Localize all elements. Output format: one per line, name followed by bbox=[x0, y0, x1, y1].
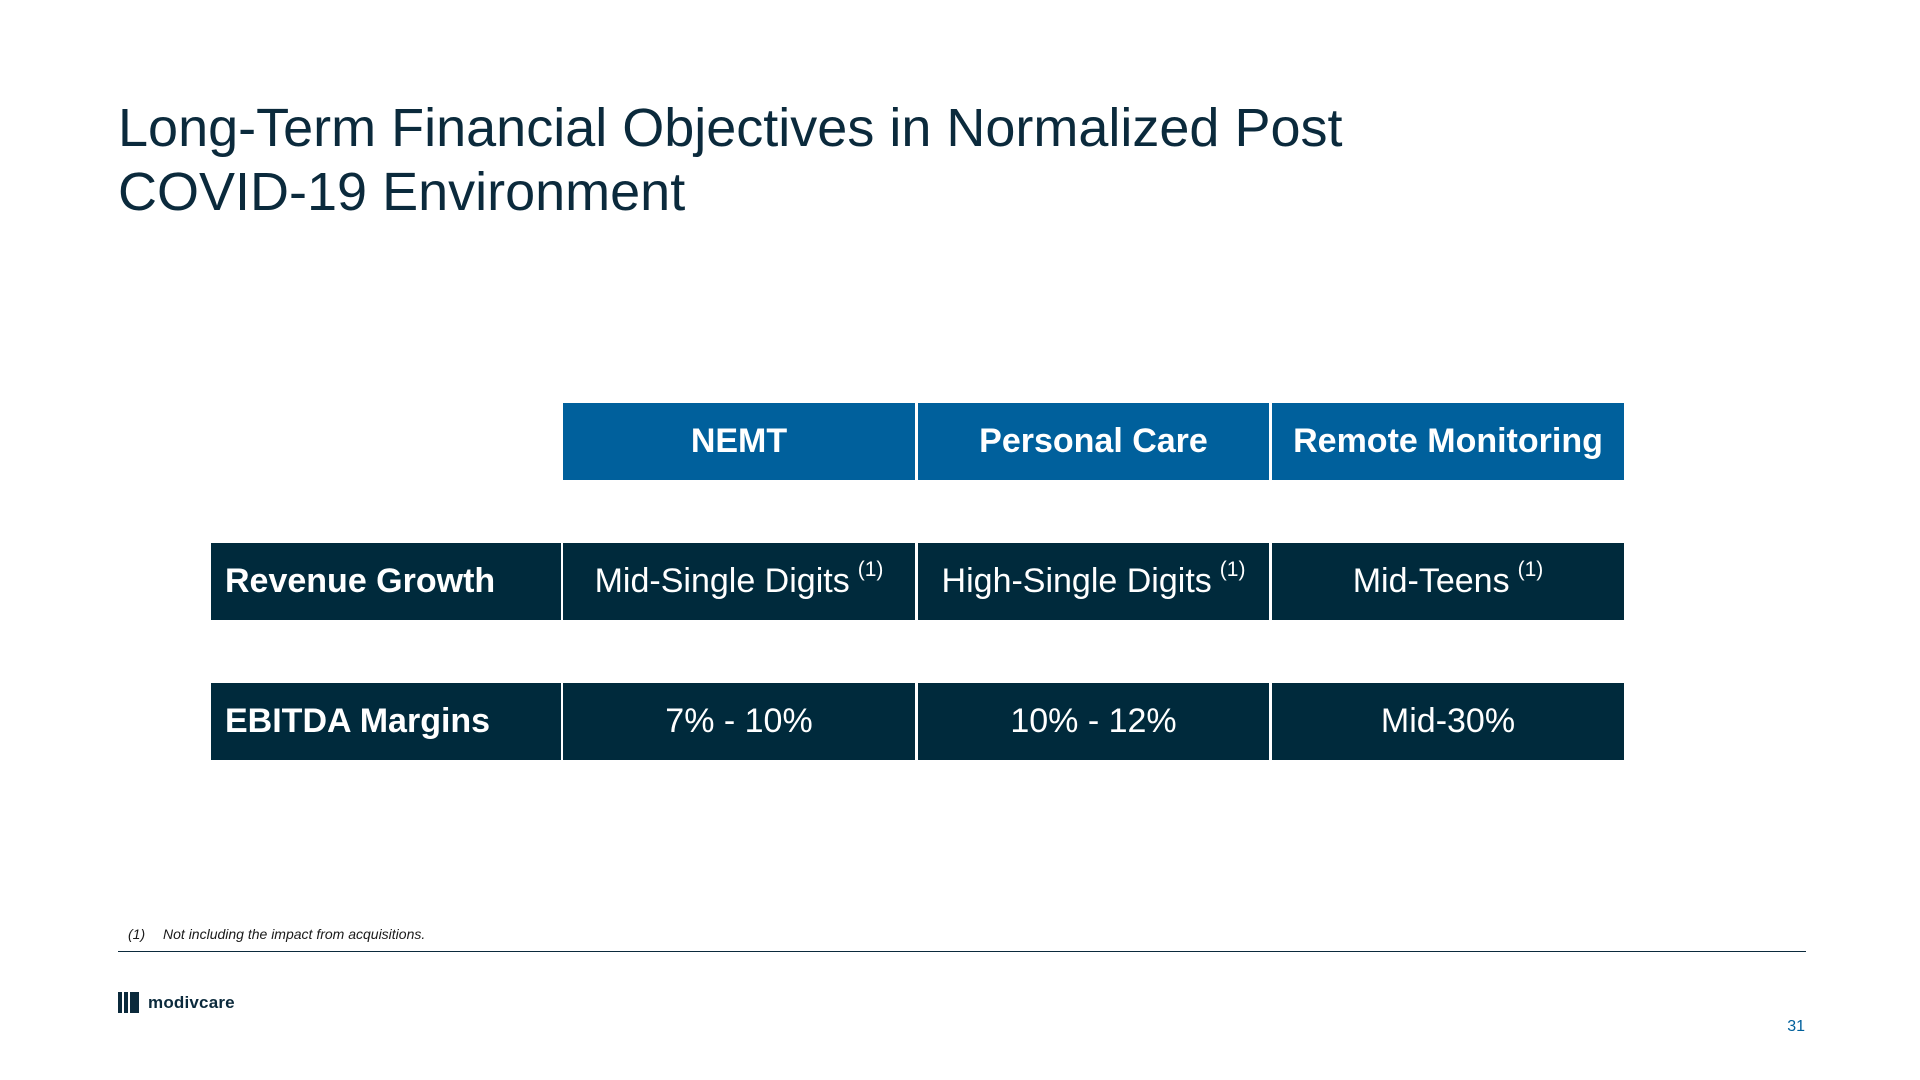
revenue-growth-personal-care-cell: High-Single Digits (1) bbox=[918, 543, 1269, 620]
row-label-revenue-growth: Revenue Growth bbox=[211, 543, 561, 620]
footnote-marker: (1) bbox=[1517, 557, 1544, 581]
page-title: Long-Term Financial Objectives in Normal… bbox=[118, 96, 1418, 224]
column-header-personal-care: Personal Care bbox=[918, 403, 1269, 480]
company-logo: modivcare bbox=[118, 992, 235, 1013]
cell-value: Mid-Single Digits bbox=[594, 562, 850, 600]
footnote: (1) Not including the impact from acquis… bbox=[128, 926, 425, 942]
logo-bars-icon bbox=[118, 992, 141, 1013]
column-header-remote-monitoring: Remote Monitoring bbox=[1272, 403, 1624, 480]
ebitda-margins-remote-monitoring-cell: Mid-30% bbox=[1272, 683, 1624, 760]
footnote-marker: (1) bbox=[1219, 557, 1246, 581]
footnote-number: (1) bbox=[128, 926, 146, 942]
row-label-ebitda-margins: EBITDA Margins bbox=[211, 683, 561, 760]
cell-value: Mid-Teens bbox=[1352, 562, 1510, 600]
footnote-text: Not including the impact from acquisitio… bbox=[163, 926, 426, 942]
page-title-line-1: Long-Term Financial Objectives in Normal… bbox=[118, 98, 1343, 158]
ebitda-margins-personal-care-cell: 10% - 12% bbox=[918, 683, 1269, 760]
logo-wordmark: modivcare bbox=[148, 992, 235, 1012]
page-number: 31 bbox=[1787, 1018, 1805, 1035]
ebitda-margins-nemt-cell: 7% - 10% bbox=[563, 683, 915, 760]
page-title-line-2: COVID-19 Environment bbox=[118, 162, 686, 222]
footer-divider bbox=[118, 951, 1806, 952]
footnote-marker: (1) bbox=[857, 557, 884, 581]
cell-value: High-Single Digits bbox=[941, 562, 1212, 600]
revenue-growth-remote-monitoring-cell: Mid-Teens (1) bbox=[1272, 543, 1624, 620]
column-header-nemt: NEMT bbox=[563, 403, 915, 480]
revenue-growth-nemt-cell: Mid-Single Digits (1) bbox=[563, 543, 915, 620]
